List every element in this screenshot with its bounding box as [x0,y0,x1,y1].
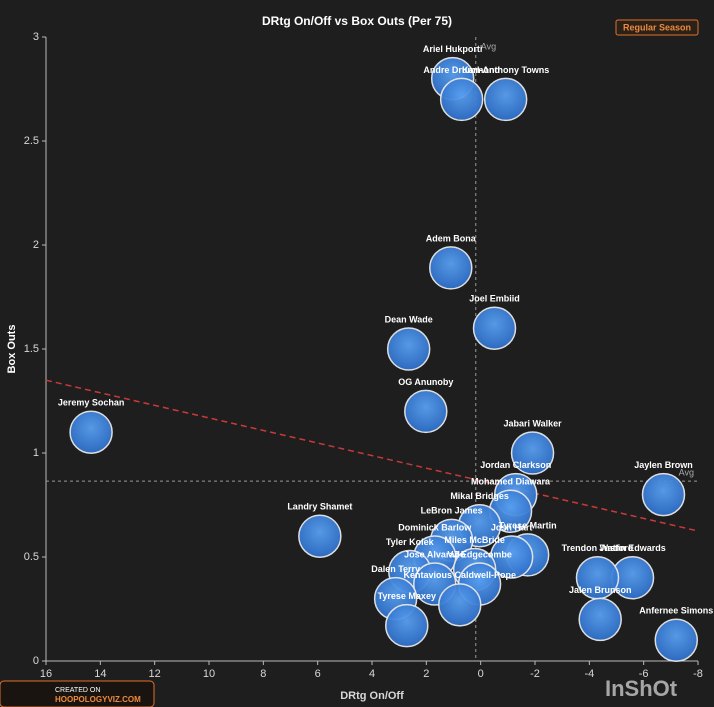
y-axis-label: Box Outs [6,325,18,374]
avg-label: Avg [679,467,694,477]
player-marker [472,306,517,350]
player-label: LeBron James [421,506,483,516]
player-label: Josh Hart [491,522,533,532]
x-tick-label: 10 [203,668,215,680]
player-label: Joel Embiid [469,294,520,304]
player-label: Mikal Bridges [450,491,509,501]
y-tick-label: 3 [33,31,39,43]
player-label: Jalen Brunson [569,585,632,595]
y-tick-label: 0.5 [24,551,39,563]
player-label: Miles McBride [444,535,505,545]
x-tick-label: 6 [315,668,321,680]
player-label: Jeremy Sochan [58,398,125,408]
player-marker [578,597,622,642]
player-label: Mohamed Diawara [471,477,551,487]
player-marker [386,327,431,371]
player-label: Adem Bona [426,233,477,243]
player-marker [69,410,113,454]
y-tick-label: 2.5 [24,135,39,147]
watermark: InShOt [605,676,678,701]
trend-line [45,379,699,532]
x-tick-label: 14 [94,668,106,680]
avg-label: Avg [481,41,496,51]
player-label: Dalen Terry [371,564,420,574]
player-label: Jaylen Brown [634,460,693,470]
x-tick-label: -4 [584,668,594,680]
x-tick-label: 2 [423,668,429,680]
x-tick-label: -8 [693,668,703,680]
player-label: OG Anunoby [398,377,453,387]
y-tick-label: 0 [33,655,39,667]
x-tick-label: -6 [639,668,649,680]
player-marker [385,603,429,648]
season-button-label[interactable]: Regular Season [623,22,691,32]
player-label: Tyler Kolek [386,537,435,547]
player-marker [298,514,342,558]
player-label: Anfernee Simons [639,606,713,616]
player-label: VJ Edgecombe [447,549,512,559]
x-tick-label: 16 [40,668,52,680]
player-marker [483,77,528,122]
watermark: CREATED ON [55,687,100,694]
x-tick-label: 4 [369,668,375,680]
watermark-box [0,680,155,707]
player-marker [437,583,482,627]
player-label: Andre Drummond [423,65,500,75]
player-label: Ariel Hukporti [423,44,483,54]
x-tick-label: -2 [530,668,540,680]
y-tick-label: 1.5 [24,343,39,355]
player-marker [641,472,686,517]
x-axis-label: DRtg On/Off [340,690,404,702]
player-label: Kentavious Caldwell-Pope [403,570,516,580]
season-button[interactable] [615,19,699,36]
player-label: Karl-Anthony Towns [462,65,549,75]
player-label: Jabari Walker [503,418,562,428]
player-marker [439,77,484,122]
player-label: Justin Edwards [599,543,666,553]
player-label: Tyrese Maxey [378,591,436,601]
player-label: Dominick Barlow [398,522,472,532]
player-marker [429,246,473,290]
y-tick-label: 2 [33,239,39,251]
player-label: Landry Shamet [287,502,352,512]
x-tick-label: 8 [260,668,266,680]
player-label: Trendon Watford [562,543,634,553]
player-label: Jordan Clarkson [480,460,551,470]
chart-title: DRtg On/Off vs Box Outs (Per 75) [262,14,452,28]
y-tick-label: 1 [33,447,39,459]
x-tick-label: 0 [478,668,484,680]
player-label: Tyrese Martin [499,520,557,530]
player-marker [404,389,448,434]
player-marker [510,431,555,475]
player-label: Jose Alvarado [404,549,466,559]
player-marker [654,618,699,662]
watermark: HOOPOLOGYVIZ.COM [55,695,141,704]
x-tick-label: 12 [149,668,161,680]
player-label: Dean Wade [385,314,433,324]
